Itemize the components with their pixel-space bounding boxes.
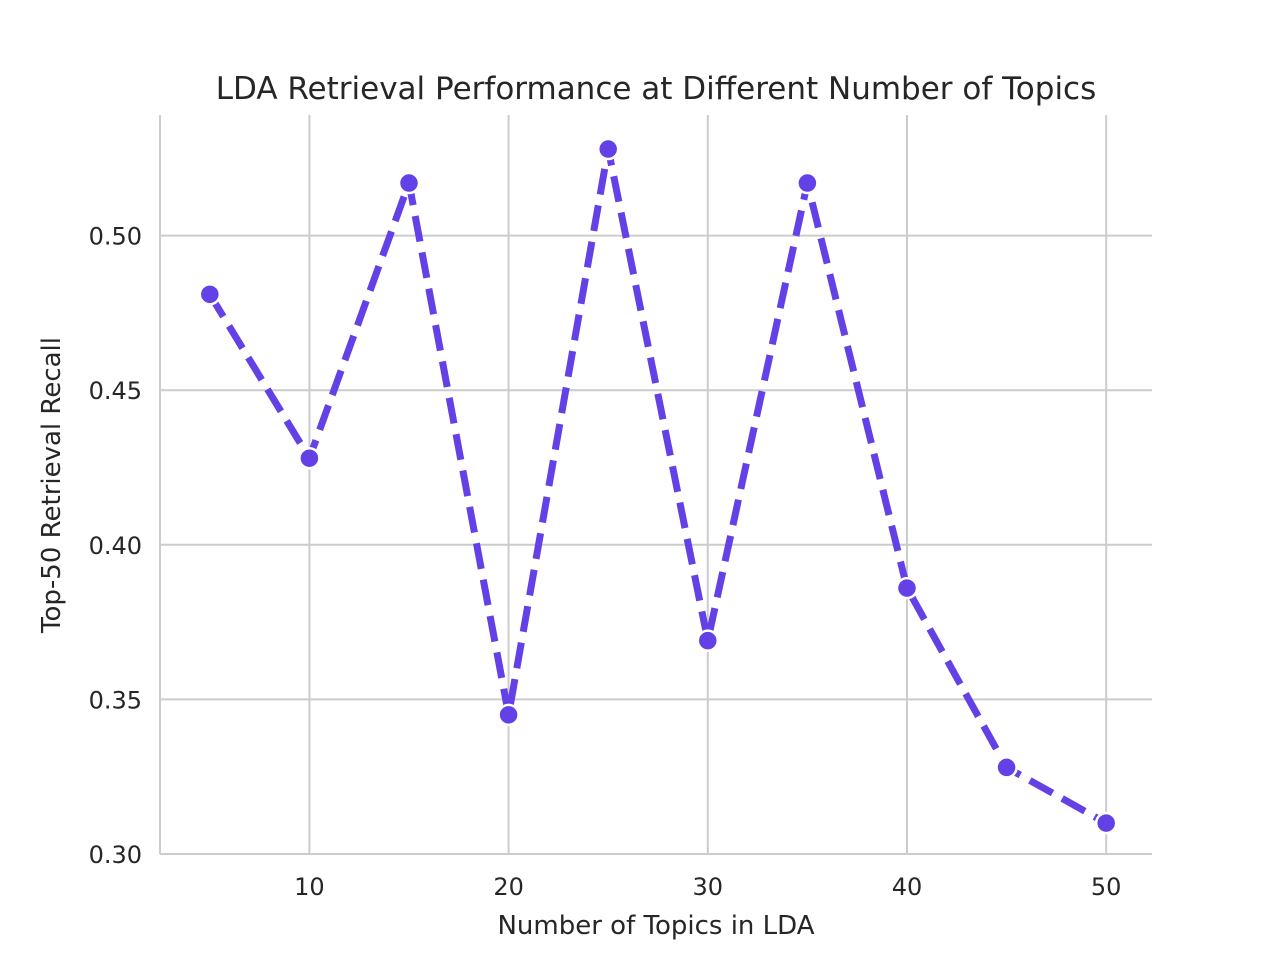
x-tick-label: 50 [1091,873,1122,901]
tick-labels: 10 20 30 40 50 0.30 0.35 0.40 0.45 0.50 [89,223,1122,901]
series [198,137,1118,835]
x-tick-label: 10 [294,873,325,901]
x-tick-label: 40 [892,873,923,901]
data-point [696,629,720,652]
y-tick-label: 0.50 [89,223,142,251]
data-point [796,171,819,195]
y-tick-label: 0.45 [89,377,142,405]
data-point [397,171,421,195]
x-axis-label: Number of Topics in LDA [497,911,814,941]
data-point [298,446,321,470]
y-axis-label: Top-50 Retrieval Recall [37,337,67,634]
grid [160,115,1152,855]
data-point [596,137,620,161]
data-point [895,576,919,600]
x-tick-label: 30 [693,873,724,901]
axes-spines [159,115,1152,855]
y-tick-label: 0.30 [89,841,142,869]
series-line [206,145,1108,827]
data-point [497,703,520,727]
data-point [198,283,222,306]
data-point [995,756,1018,779]
chart-title: LDA Retrieval Performance at Different N… [216,71,1097,107]
y-tick-label: 0.40 [89,532,142,560]
y-tick-label: 0.35 [89,686,142,714]
x-tick-label: 20 [493,873,524,901]
data-point [1094,811,1118,835]
